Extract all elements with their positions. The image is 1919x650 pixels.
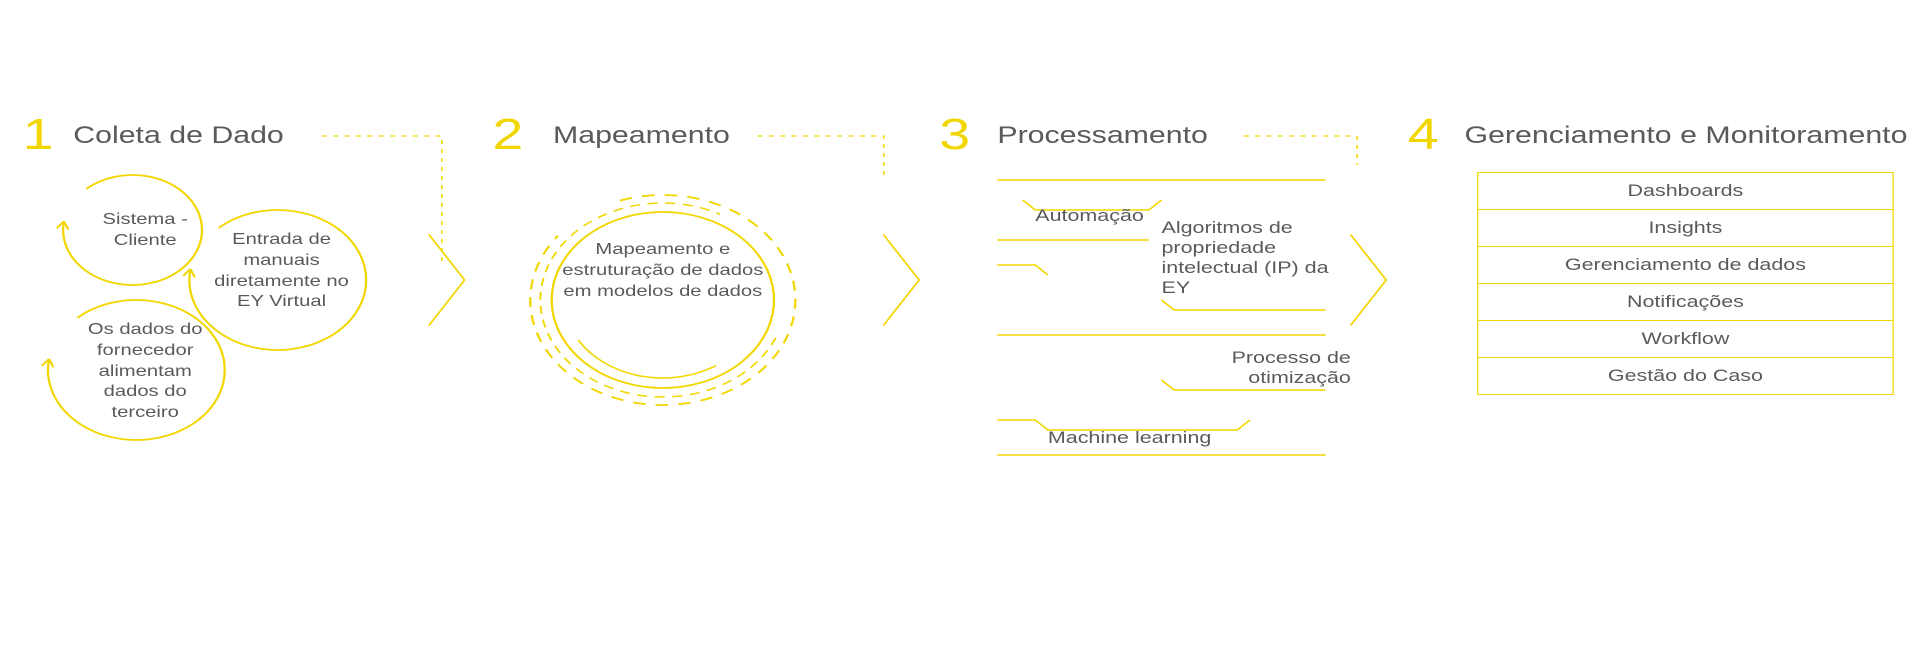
step3-item-4: Machine learning xyxy=(1048,428,1211,448)
step3-item-1: Automação xyxy=(1035,206,1144,226)
step4-item-3: Gerenciamento de dados xyxy=(1478,247,1892,284)
step-1-number: 1 xyxy=(23,110,54,160)
step4-box: Dashboards Insights Gerenciamento de dad… xyxy=(1477,172,1894,395)
step4-item-1: Dashboards xyxy=(1478,173,1892,210)
step1-circle-1-label: Sistema - Cliente xyxy=(88,210,202,252)
step1-circle-3-label: Os dados do fornecedor alimentam dados d… xyxy=(69,320,221,424)
process-diagram: 1 Coleta de Dado 2 Mapeamento 3 Processa… xyxy=(0,110,1919,610)
step4-item-5: Workflow xyxy=(1478,321,1892,358)
step-3-number: 3 xyxy=(939,110,970,160)
step4-item-4: Notificações xyxy=(1478,284,1892,321)
step-2-title: Mapeamento xyxy=(553,122,730,150)
step3-item-3: Processo de otimização xyxy=(1187,348,1351,388)
step-4-number: 4 xyxy=(1408,110,1439,160)
step3-item-2: Algoritmos de propriedade intelectual (I… xyxy=(1162,218,1351,298)
step4-item-2: Insights xyxy=(1478,210,1892,247)
step-3-title: Processamento xyxy=(997,122,1208,150)
step-1-title: Coleta de Dado xyxy=(73,122,284,150)
step4-item-6: Gestão do Caso xyxy=(1478,358,1892,394)
step-2-number: 2 xyxy=(492,110,523,160)
step1-circle-2-label: Entrada de manuais diretamente no EY Vir… xyxy=(212,230,351,313)
step2-circle-label: Mapeamento e estruturação de dados em mo… xyxy=(562,240,764,302)
step-4-title: Gerenciamento e Monitoramento xyxy=(1465,122,1908,150)
